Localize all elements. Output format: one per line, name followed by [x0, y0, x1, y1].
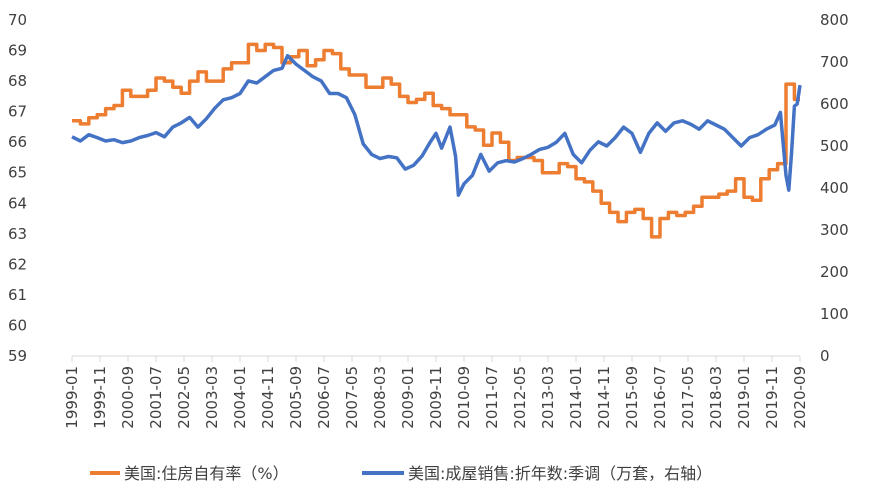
right-tick-label: 300: [820, 221, 849, 239]
x-tick-label: 2001-07: [147, 366, 165, 429]
x-tick-label: 2019-11: [763, 366, 781, 429]
x-tick-label: 2013-03: [539, 366, 557, 429]
x-tick-label: 2000-09: [119, 366, 137, 429]
left-tick-label: 70: [8, 11, 27, 29]
right-tick-label: 100: [820, 305, 849, 323]
x-tick-label: 2010-09: [455, 366, 473, 429]
right-tick-label: 600: [820, 95, 849, 113]
left-tick-label: 66: [8, 133, 27, 151]
left-tick-label: 65: [8, 164, 27, 182]
right-tick-label: 700: [820, 53, 849, 71]
left-tick-label: 68: [8, 72, 27, 90]
x-tick-label: 2015-09: [623, 366, 641, 429]
right-tick-label: 400: [820, 179, 849, 197]
x-tick-label: 2020-09: [791, 366, 809, 429]
left-tick-label: 61: [8, 286, 27, 304]
x-tick-label: 2016-07: [651, 366, 669, 429]
x-tick-label: 2014-01: [567, 366, 585, 429]
x-tick-label: 2005-09: [287, 366, 305, 429]
left-tick-label: 67: [8, 103, 27, 121]
left-tick-label: 63: [8, 225, 27, 243]
left-axis-tick-labels: 59 60 61 62 63 64 65 66 67 68 69 70: [8, 11, 27, 365]
x-tick-label: 2009-01: [399, 366, 417, 429]
x-tick-label: 2009-11: [427, 366, 445, 429]
x-tick-label: 2004-11: [259, 366, 277, 429]
x-tick-label: 2017-05: [679, 366, 697, 429]
x-tick-label: 2011-07: [483, 366, 501, 429]
left-tick-label: 59: [8, 347, 27, 365]
x-axis-tick-labels: 1999-01 1999-11 2000-09 2001-07 2002-05 2003-…: [63, 366, 809, 429]
x-axis-tick-marks: [71, 356, 801, 362]
x-tick-label: 2008-03: [371, 366, 389, 429]
x-tick-label: 2006-07: [315, 366, 333, 429]
x-tick-label: 2014-11: [595, 366, 613, 429]
right-tick-label: 200: [820, 263, 849, 281]
left-tick-label: 60: [8, 316, 27, 334]
right-tick-label: 0: [820, 347, 830, 365]
series-layer: [71, 42, 802, 239]
x-tick-label: 1999-11: [91, 366, 109, 429]
x-tick-label: 2012-05: [511, 366, 529, 429]
right-tick-label: 800: [820, 11, 849, 29]
legend: 美国:住房自有率（%） 美国:成屋销售:折年数:季调（万套，右轴）: [90, 464, 712, 483]
left-tick-label: 62: [8, 255, 27, 273]
legend-label-existing-home-sales: 美国:成屋销售:折年数:季调（万套，右轴）: [408, 464, 712, 483]
x-tick-label: 2007-05: [343, 366, 361, 429]
x-tick-label: 1999-01: [63, 366, 81, 429]
right-tick-label: 500: [820, 137, 849, 155]
x-tick-label: 2004-01: [231, 366, 249, 429]
series-line-homeownership-rate: [72, 42, 800, 239]
x-tick-label: 2018-03: [707, 366, 725, 429]
legend-label-homeownership: 美国:住房自有率（%）: [124, 464, 289, 483]
x-tick-label: 2002-05: [175, 366, 193, 429]
x-tick-label: 2003-03: [203, 366, 221, 429]
right-axis-tick-labels: 0 100 200 300 400 500 600 700 800: [820, 11, 849, 365]
left-tick-label: 69: [8, 42, 27, 60]
left-tick-label: 64: [8, 194, 27, 212]
series-line-existing-home-sales: [71, 53, 802, 197]
x-tick-label: 2019-01: [735, 366, 753, 429]
